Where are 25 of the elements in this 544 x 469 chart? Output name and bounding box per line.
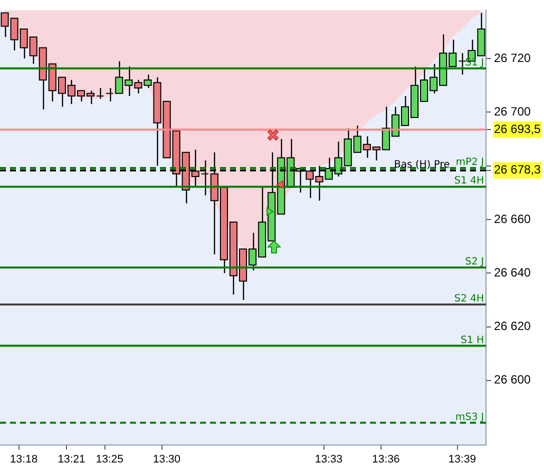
- ref-line-label: S1 H: [460, 334, 484, 346]
- y-tick-label: 26 660: [494, 212, 532, 226]
- y-tick-label: 26 700: [494, 104, 532, 118]
- ref-line-label: S1 4H: [454, 176, 484, 187]
- x-tick-label: 13:33: [315, 453, 343, 466]
- y-tick-label: 26 600: [494, 372, 532, 387]
- y-tick-label: 26 620: [494, 319, 532, 334]
- ref-line-label: Bas (H) Pre: [394, 159, 450, 170]
- y-tick-label: 26 693,5: [494, 122, 542, 136]
- candlestick: [106, 87, 114, 102]
- y-tick-label: 26 720: [494, 50, 532, 65]
- y-tick-label: 26 640: [494, 265, 532, 280]
- y-tick-label: 26 678,3: [494, 162, 542, 177]
- ref-line-label: mP2 J: [456, 156, 484, 168]
- ref-line-label: S2 4H: [454, 293, 484, 304]
- x-tick-label: 13:18: [10, 453, 38, 466]
- candlestick: [96, 87, 104, 100]
- x-tick-label: 13:25: [96, 453, 124, 466]
- x-tick-label: 13:30: [153, 453, 181, 466]
- ref-line-label: S2 J: [465, 256, 484, 268]
- candlestick: [458, 52, 466, 76]
- x-tick-label: 13:21: [58, 453, 86, 466]
- x-tick-label: 13:39: [448, 453, 476, 466]
- x-tick-label: 13:36: [372, 453, 400, 466]
- ref-line-label: mS3 J: [455, 412, 484, 423]
